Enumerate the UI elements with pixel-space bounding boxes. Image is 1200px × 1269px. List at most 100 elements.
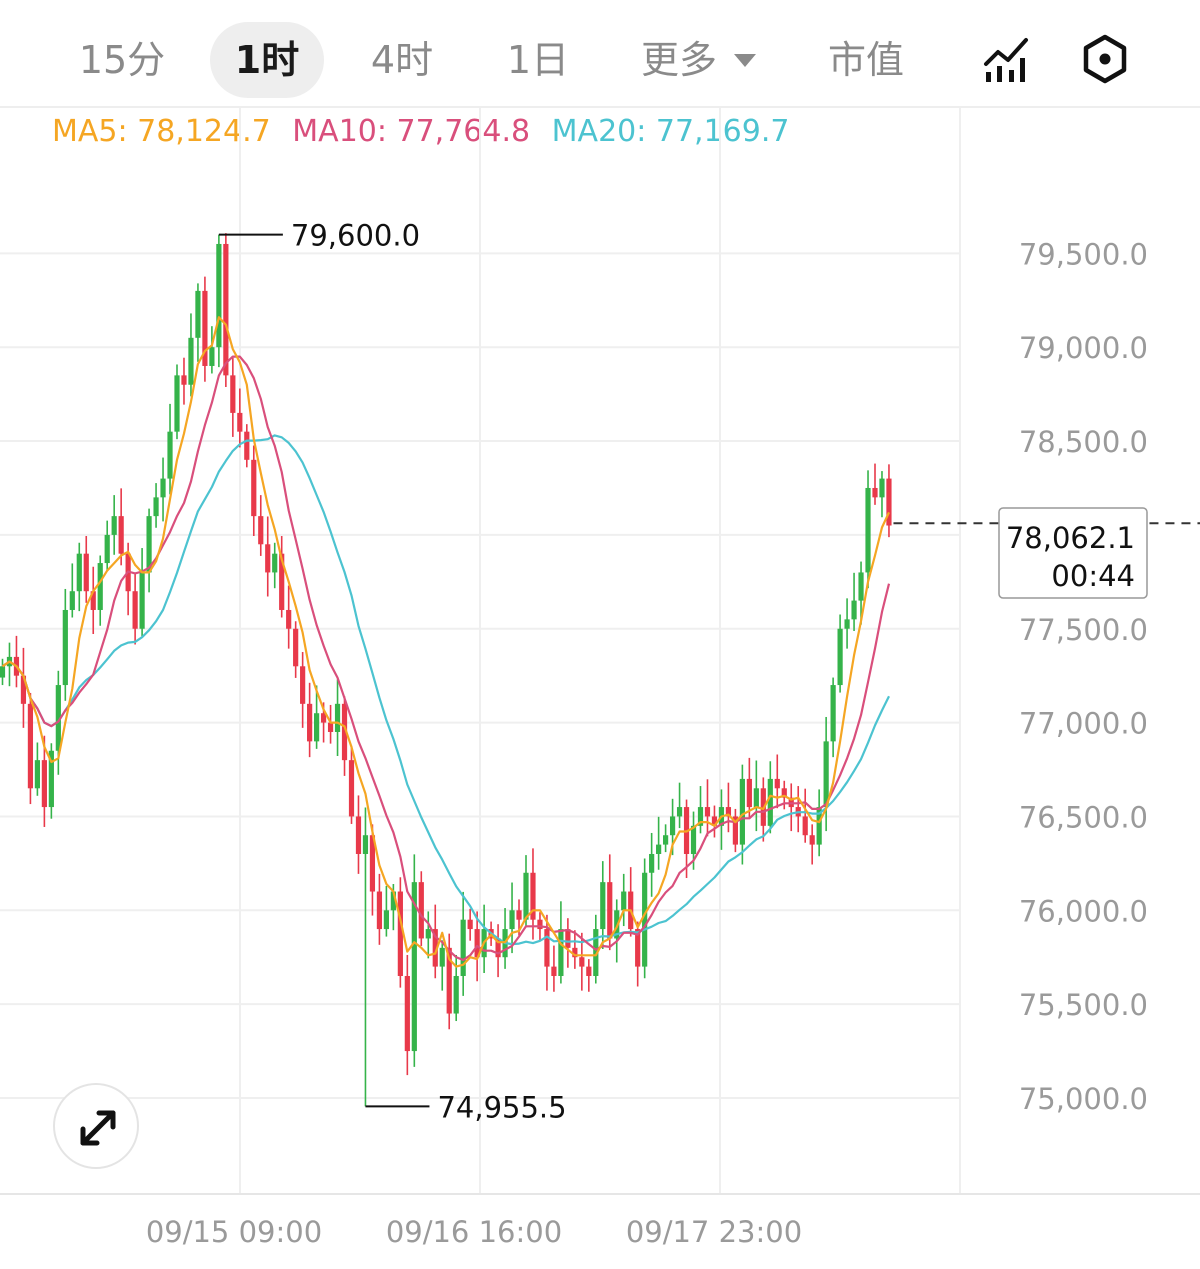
candle-body [48, 750, 54, 808]
candle-body [251, 459, 257, 517]
candle-body [537, 919, 543, 930]
settings-hexagon-icon[interactable] [1080, 34, 1128, 84]
candle-body [509, 910, 515, 930]
candle-body [516, 910, 522, 920]
current-price-box [998, 507, 1148, 599]
candle-body [327, 722, 334, 732]
y-tick-label: 75,500.0 [1019, 988, 1148, 1022]
candle-body [432, 929, 438, 967]
candle-body [272, 553, 278, 573]
candle-body [390, 891, 396, 911]
candle-body [0, 666, 6, 678]
candle-body [118, 516, 124, 554]
candle-body [195, 290, 201, 338]
candle-body [558, 929, 564, 976]
candle-body [55, 685, 61, 751]
ma-legend: MA5: 78,124.7 MA10: 77,764.8 MA20: 77,16… [52, 112, 801, 152]
ma10-label: MA10: 77,764.8 [292, 114, 531, 149]
candle-body [523, 872, 529, 920]
candle-body [816, 807, 822, 845]
candle-body [593, 929, 599, 976]
low-marker-label: 74,955.5 [437, 1090, 566, 1124]
candle-body [886, 478, 892, 526]
candle-body [376, 891, 383, 930]
candle-body [746, 778, 752, 808]
chevron-down-icon[interactable] [734, 54, 756, 67]
candle-body [355, 816, 362, 854]
y-tick-label: 79,000.0 [1019, 331, 1148, 365]
candle-body [711, 816, 718, 826]
candle-body [621, 891, 627, 911]
candle-body [823, 741, 829, 808]
candle-body [753, 788, 759, 808]
candle-body [565, 929, 571, 948]
candle-body [439, 947, 445, 967]
candle-body [704, 807, 711, 817]
candle-body [188, 337, 194, 385]
fullscreen-button[interactable] [53, 1083, 139, 1169]
candle-body [397, 891, 403, 976]
candle-body [146, 516, 152, 573]
candle-body [230, 375, 236, 413]
candle-body [237, 412, 243, 432]
tab-1hour[interactable]: 1时 [210, 22, 324, 98]
candle-body [348, 760, 355, 817]
candle-body [453, 975, 459, 1014]
candle-body [174, 375, 180, 432]
timeframe-toolbar: 15分 1时 4时 1日 更多 市值 [0, 0, 1200, 108]
tab-1day[interactable]: 1日 [506, 38, 570, 82]
tab-15min[interactable]: 15分 [78, 38, 166, 82]
candle-body [307, 703, 313, 742]
candle-body [669, 816, 676, 836]
ma20-line [1, 434, 890, 946]
y-tick-label: 77,500.0 [1019, 613, 1148, 647]
candle-body [774, 778, 780, 789]
candle-body [837, 628, 843, 686]
candle-body [600, 882, 606, 930]
candle-body [83, 553, 89, 592]
candle-body [467, 919, 473, 930]
candle-body [474, 929, 480, 958]
candle-body [167, 431, 173, 479]
tab-more[interactable]: 更多 [640, 38, 717, 82]
candle-body [20, 675, 27, 704]
candle-body [656, 844, 662, 854]
y-tick-label: 77,000.0 [1019, 707, 1148, 741]
candle-body [418, 882, 424, 939]
candle-body [90, 591, 96, 610]
expand-icon [80, 1110, 116, 1146]
candle-body [872, 487, 878, 498]
candle-body [202, 290, 208, 366]
candle-body [858, 572, 864, 601]
candle-body [139, 572, 145, 629]
candle-body [181, 375, 187, 385]
candle-body [265, 544, 271, 573]
candle-body [258, 516, 264, 545]
candle-body [690, 825, 697, 854]
tab-4hour[interactable]: 4时 [370, 38, 434, 82]
candle-body [320, 713, 327, 723]
candlestick-chart[interactable]: 79,600.0 74,955.5 79,500.0 79,000.0 78,500.0… [0, 108, 1200, 1269]
candle-body [41, 760, 47, 808]
candle-body [446, 947, 452, 1014]
candle-body [642, 872, 648, 967]
candle-body [153, 497, 159, 517]
candle-body [216, 243, 222, 348]
tab-market-cap[interactable]: 市值 [827, 38, 904, 82]
candle-body [802, 816, 808, 836]
candle-body [649, 853, 655, 873]
candle-body [607, 882, 613, 939]
candle-body [279, 553, 285, 610]
candle-body [404, 975, 410, 1052]
candle-body [767, 778, 773, 826]
ma5-label: MA5: 78,124.7 [52, 114, 271, 149]
candle-body [844, 619, 850, 629]
indicator-chart-icon[interactable] [982, 34, 1030, 84]
candle-body [663, 835, 669, 845]
candle-body [383, 910, 389, 930]
candle-countdown: 00:44 [1051, 559, 1135, 593]
candle-body [732, 816, 738, 845]
y-tick-label: 76,500.0 [1019, 800, 1148, 834]
candle-body [111, 516, 117, 535]
candle-body [495, 938, 501, 958]
